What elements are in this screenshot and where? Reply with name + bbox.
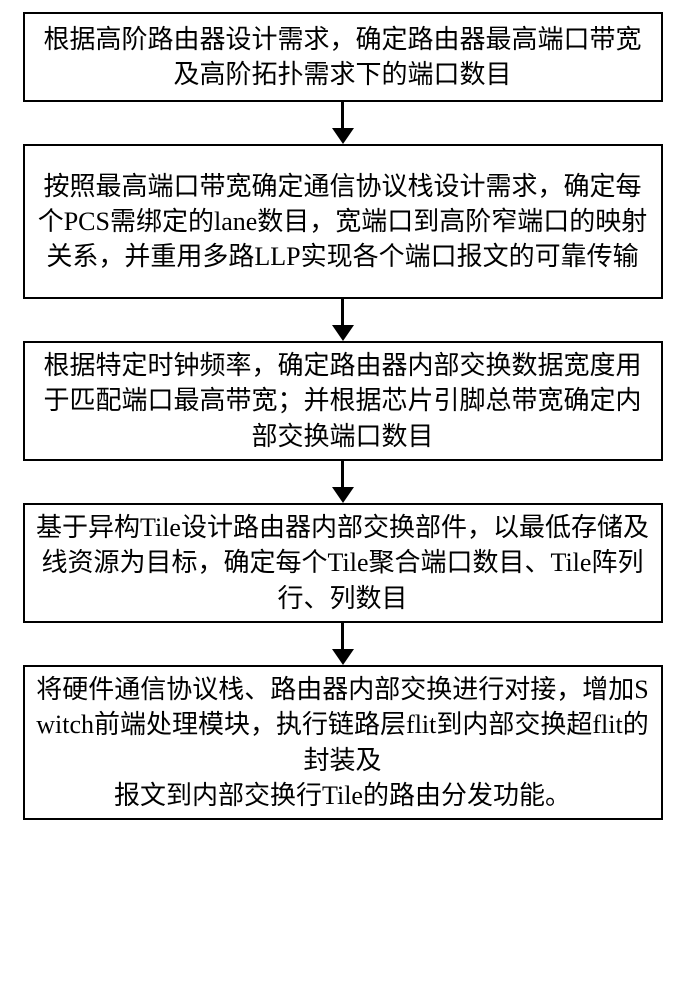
arrow-shaft: [341, 299, 344, 325]
flowchart-node: 按照最高端口带宽确定通信协议栈设计需求，确定每个PCS需绑定的lane数目，宽端…: [23, 144, 663, 299]
node-text: 将硬件通信协议栈、路由器内部交换进行对接，增加Switch前端处理模块，执行链路…: [35, 672, 651, 812]
node-text: 基于异构Tile设计路由器内部交换部件，以最低存储及线资源为目标，确定每个Til…: [35, 510, 651, 615]
arrow-down: [332, 623, 354, 665]
arrow-down: [332, 299, 354, 341]
arrow-head-icon: [332, 325, 354, 341]
arrow-shaft: [341, 623, 344, 649]
flowchart-container: 根据高阶路由器设计需求，确定路由器最高端口带宽及高阶拓扑需求下的端口数目按照最高…: [0, 0, 685, 820]
arrow-head-icon: [332, 128, 354, 144]
arrow-head-icon: [332, 649, 354, 665]
flowchart-node: 根据高阶路由器设计需求，确定路由器最高端口带宽及高阶拓扑需求下的端口数目: [23, 12, 663, 102]
arrow-head-icon: [332, 487, 354, 503]
arrow-shaft: [341, 461, 344, 487]
node-text: 根据高阶路由器设计需求，确定路由器最高端口带宽及高阶拓扑需求下的端口数目: [35, 22, 651, 92]
arrow-shaft: [341, 102, 344, 128]
arrow-down: [332, 461, 354, 503]
flowchart-node: 将硬件通信协议栈、路由器内部交换进行对接，增加Switch前端处理模块，执行链路…: [23, 665, 663, 820]
node-text: 根据特定时钟频率，确定路由器内部交换数据宽度用于匹配端口最高带宽；并根据芯片引脚…: [35, 348, 651, 453]
node-text: 按照最高端口带宽确定通信协议栈设计需求，确定每个PCS需绑定的lane数目，宽端…: [35, 169, 651, 274]
flowchart-node: 基于异构Tile设计路由器内部交换部件，以最低存储及线资源为目标，确定每个Til…: [23, 503, 663, 623]
arrow-down: [332, 102, 354, 144]
flowchart-node: 根据特定时钟频率，确定路由器内部交换数据宽度用于匹配端口最高带宽；并根据芯片引脚…: [23, 341, 663, 461]
